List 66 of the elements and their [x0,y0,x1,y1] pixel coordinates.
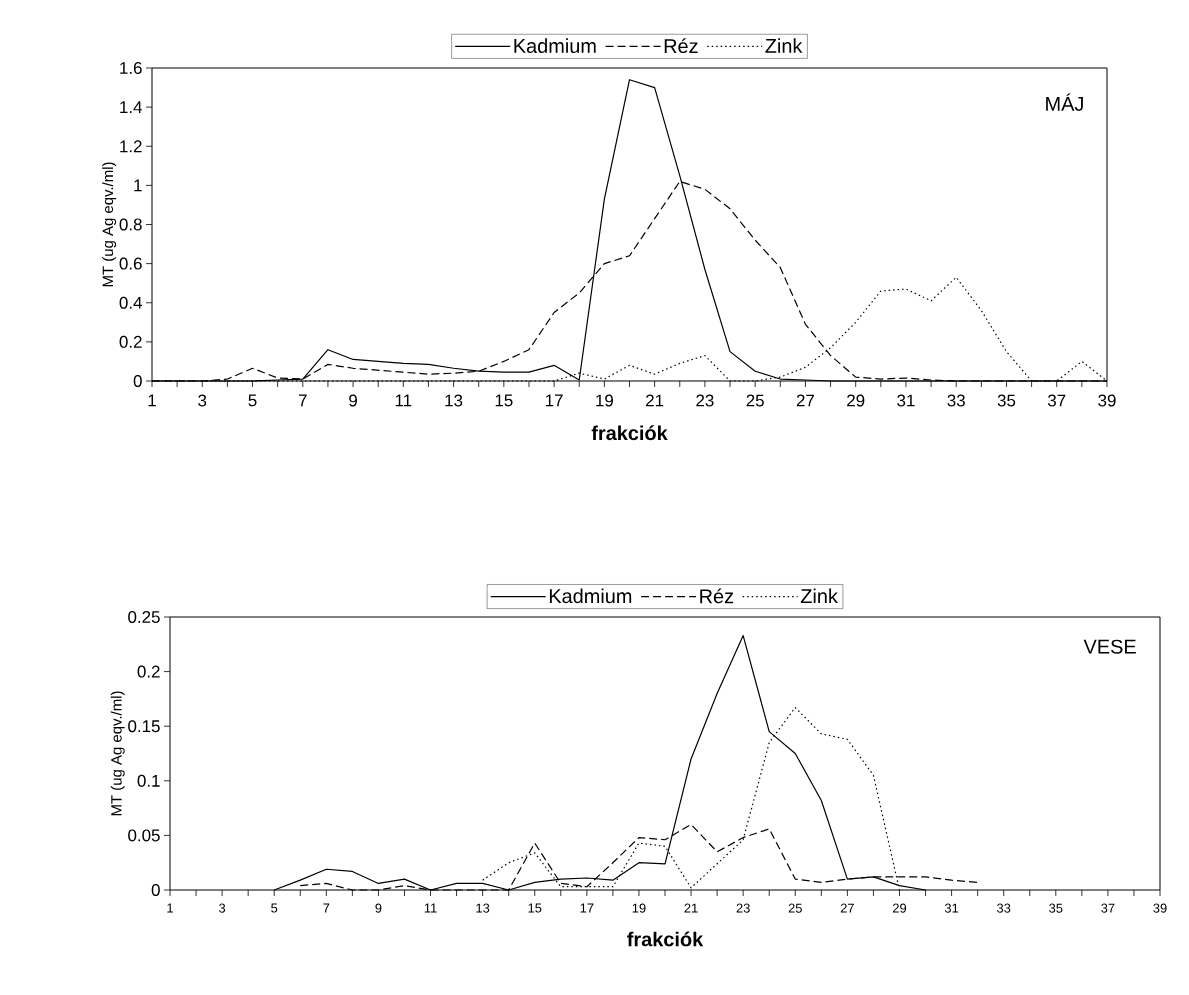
y-axis-title: MT (ug Ag eqv./ml) [102,162,117,287]
x-tick-label: 19 [596,394,613,407]
x-tick-label: 9 [375,903,382,913]
x-tick-label: 3 [198,394,207,407]
x-tick-label: 39 [1098,394,1116,407]
x-tick-label: 37 [1101,903,1115,913]
x-tick-label: 27 [840,903,854,913]
y-tick-label: 1 [134,179,142,192]
x-tick-label: 17 [545,394,563,407]
y-axis-title: MT (ug Ag eqv./ml) [110,691,125,816]
x-tick-label: 37 [1047,394,1066,407]
x-tick-label: 1 [167,903,173,913]
x-tick-label: 5 [248,394,257,407]
y-tick-label: 0.8 [119,218,142,231]
x-tick-label: 23 [736,903,750,913]
y-tick-label: 1.2 [120,140,142,153]
legend-label: Kadmium [549,588,632,604]
x-tick-label: 9 [349,394,357,407]
y-tick-label: 0.4 [119,296,142,309]
x-tick-label: 13 [445,394,463,407]
x-axis-title: frakciók [627,931,704,947]
x-tick-label: 25 [788,903,802,913]
y-tick-label: 0.6 [119,257,142,270]
x-tick-label: 3 [219,903,226,913]
x-tick-label: 31 [944,903,959,913]
y-tick-label: 0.25 [128,611,160,623]
x-tick-label: 19 [632,903,646,913]
x-tick-label: 21 [646,394,664,407]
legend-label: Zink [765,38,803,53]
x-axis-title: frakciók [591,425,668,441]
y-tick-label: 0.1 [137,774,160,787]
x-tick-label: 17 [580,903,594,913]
annotation: VESE [1083,639,1136,654]
x-tick-label: 11 [424,903,437,913]
x-tick-label: 35 [1049,903,1063,913]
annotation: MÁJ [1046,93,1083,111]
y-tick-label: 1.6 [120,61,142,74]
y-tick-label: 0.15 [128,720,160,733]
legend-label: Zink [800,588,838,604]
legend-label: Réz [700,588,734,604]
x-tick-label: 13 [476,903,490,913]
y-tick-label: 0.2 [119,335,142,348]
x-tick-label: 29 [847,394,865,407]
x-tick-label: 27 [796,394,814,407]
x-tick-label: 7 [323,903,330,913]
legend-label: Kadmium [514,38,596,53]
x-tick-label: 15 [528,903,542,913]
x-tick-label: 33 [996,903,1011,913]
legend-label: Réz [664,38,698,54]
x-tick-label: 31 [897,394,915,407]
x-tick-label: 21 [684,903,698,913]
x-tick-label: 15 [495,394,513,407]
x-tick-label: 39 [1153,903,1167,913]
x-tick-label: 5 [271,903,278,913]
x-tick-label: 25 [746,394,764,407]
x-tick-label: 11 [395,394,412,407]
y-tick-label: 0 [151,884,160,896]
x-tick-label: 7 [298,394,307,407]
x-tick-label: 29 [892,903,907,913]
y-tick-label: 0 [133,374,142,387]
x-tick-label: 23 [696,394,714,407]
y-tick-label: 0.2 [137,665,160,678]
x-tick-label: 35 [997,394,1016,407]
y-tick-label: 1.4 [120,101,142,113]
y-tick-label: 0.05 [128,829,160,842]
x-tick-label: 33 [947,394,965,407]
